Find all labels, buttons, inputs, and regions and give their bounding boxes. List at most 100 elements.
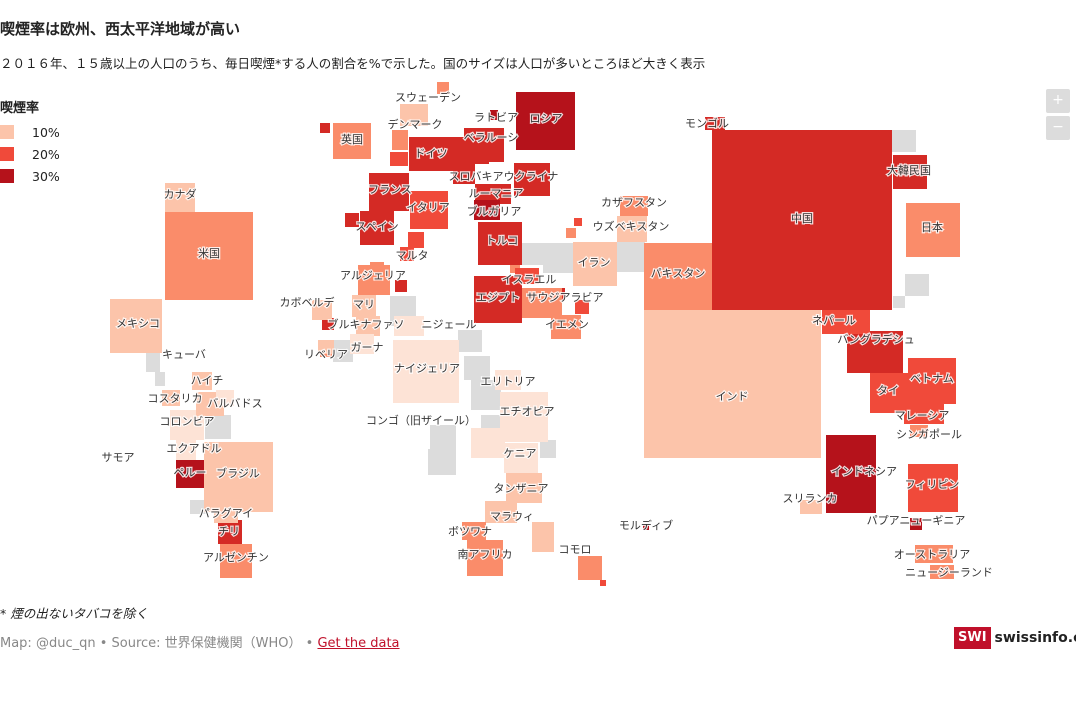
country-タイ[interactable] (870, 373, 908, 413)
country-ウズベキスタン[interactable] (617, 216, 647, 242)
country-スロバキア[interactable] (453, 164, 475, 184)
country-アルゼンチン[interactable] (220, 544, 252, 578)
zoom-out-button[interactable]: − (1046, 116, 1070, 140)
country-コモロ[interactable] (578, 556, 602, 580)
country-ウクライナ[interactable] (514, 163, 550, 196)
country-スウェーデン[interactable] (400, 104, 428, 126)
country-シンガポール[interactable] (910, 425, 928, 437)
country-minor-0[interactable] (320, 123, 330, 133)
country-スリランカ[interactable] (800, 500, 822, 514)
country-バングラデシュ[interactable] (847, 331, 903, 373)
country-ボツワナ[interactable] (462, 522, 486, 540)
country-モルディブ[interactable] (643, 524, 649, 530)
country-ハイチ[interactable] (192, 372, 212, 390)
country-ブルガリア[interactable] (474, 200, 500, 220)
country-nodata-16[interactable] (540, 440, 556, 458)
swissinfo-logo[interactable]: SWI swissinfo.ch (954, 627, 1076, 649)
country-エクアドル[interactable] (176, 440, 196, 460)
country-ガーナ[interactable] (350, 334, 374, 354)
country-インド[interactable] (644, 310, 821, 458)
country-ペルー[interactable] (176, 460, 204, 488)
country-nodata-12[interactable] (205, 415, 231, 439)
country-minor-2[interactable] (390, 152, 408, 166)
country-南アフリカ[interactable] (467, 540, 503, 576)
country-インドネシア[interactable] (826, 435, 876, 513)
get-the-data-link[interactable]: Get the data (317, 636, 400, 651)
country-ラトビア[interactable] (490, 110, 498, 120)
country-nodata-3[interactable] (522, 243, 544, 265)
country-コンゴ（旧ザイール）[interactable] (471, 428, 505, 458)
country-minor-3[interactable] (345, 213, 359, 227)
country-パラグアイ[interactable] (214, 505, 238, 523)
country-minor-9[interactable] (322, 318, 334, 330)
country-オーストラリア[interactable] (915, 545, 953, 563)
country-チリ[interactable] (218, 520, 242, 544)
country-nodata-5[interactable] (617, 242, 645, 272)
country-英国[interactable] (333, 123, 371, 159)
country-minor-14[interactable] (600, 580, 606, 586)
country-nodata-2[interactable] (893, 296, 905, 308)
country-カザフスタン[interactable] (620, 196, 648, 216)
country-マリ[interactable] (352, 295, 376, 317)
country-アルジェリア[interactable] (358, 265, 390, 295)
country-nodata-20[interactable] (190, 500, 206, 514)
country-デンマーク[interactable] (392, 130, 408, 150)
country-nodata-1[interactable] (905, 274, 929, 296)
country-ブラジル[interactable] (204, 442, 273, 512)
country-エチオピア[interactable] (500, 392, 548, 442)
country-nodata-14[interactable] (155, 372, 165, 386)
country-パプアニューギニア[interactable] (910, 518, 922, 530)
country-ケニア[interactable] (504, 443, 538, 473)
country-minor-8[interactable] (574, 218, 582, 226)
country-モンゴル[interactable] (705, 117, 725, 130)
country-nodata-13[interactable] (146, 350, 160, 372)
country-ニュージーランド[interactable] (930, 565, 954, 579)
country-ドイツ[interactable] (409, 137, 453, 171)
country-サウジアラビア[interactable] (522, 288, 562, 318)
country-大韓民国[interactable] (893, 155, 927, 189)
country-エリトリア[interactable] (495, 370, 521, 390)
country-ニジェール[interactable] (394, 316, 424, 336)
country-パキスタン[interactable] (644, 243, 712, 310)
country-バルバドス[interactable] (216, 390, 234, 406)
country-nodata-0[interactable] (892, 130, 916, 152)
country-マダガスカル[interactable] (532, 522, 554, 552)
country-nodata-7[interactable] (464, 356, 490, 380)
country-ポーランド[interactable] (453, 137, 489, 164)
country-エジプト[interactable] (474, 276, 522, 323)
country-ミャンマー[interactable] (822, 310, 870, 334)
country-マラウィ[interactable] (485, 501, 517, 523)
country-トルコ[interactable] (478, 222, 522, 265)
country-マレーシア[interactable] (904, 404, 944, 424)
country-ルーマニア[interactable] (475, 184, 511, 204)
country-nodata-9[interactable] (430, 425, 456, 449)
country-イラン[interactable] (573, 242, 617, 286)
country-フランス[interactable] (369, 173, 409, 211)
country-イタリア[interactable] (410, 191, 448, 229)
country-ベトナム[interactable] (908, 358, 956, 404)
country-nodata-17[interactable] (458, 330, 482, 352)
country-ブルキナファソ[interactable] (356, 316, 380, 336)
country-イスラエル[interactable] (515, 268, 539, 284)
country-ロシア[interactable] (516, 92, 575, 150)
country-タンザニア[interactable] (506, 473, 542, 503)
country-nodata-15[interactable] (333, 340, 353, 362)
country-カナダ[interactable] (165, 183, 195, 212)
country-メキシコ[interactable] (110, 299, 162, 353)
country-minor-1[interactable] (437, 82, 449, 94)
country-minor-6[interactable] (395, 280, 407, 292)
country-カボベルデ[interactable] (312, 300, 332, 320)
country-スペイン[interactable] (360, 211, 394, 245)
country-米国[interactable] (165, 212, 253, 300)
country-minor-11[interactable] (575, 300, 589, 314)
country-nodata-10[interactable] (428, 449, 456, 475)
country-マルタ[interactable] (400, 247, 414, 261)
country-日本[interactable] (906, 203, 960, 257)
country-nodata-4[interactable] (543, 243, 573, 273)
country-minor-5[interactable] (408, 232, 424, 248)
country-フィリピン[interactable] (908, 464, 958, 512)
country-中国[interactable] (712, 130, 892, 310)
country-イエメン[interactable] (551, 315, 581, 339)
zoom-in-button[interactable]: + (1046, 89, 1070, 113)
